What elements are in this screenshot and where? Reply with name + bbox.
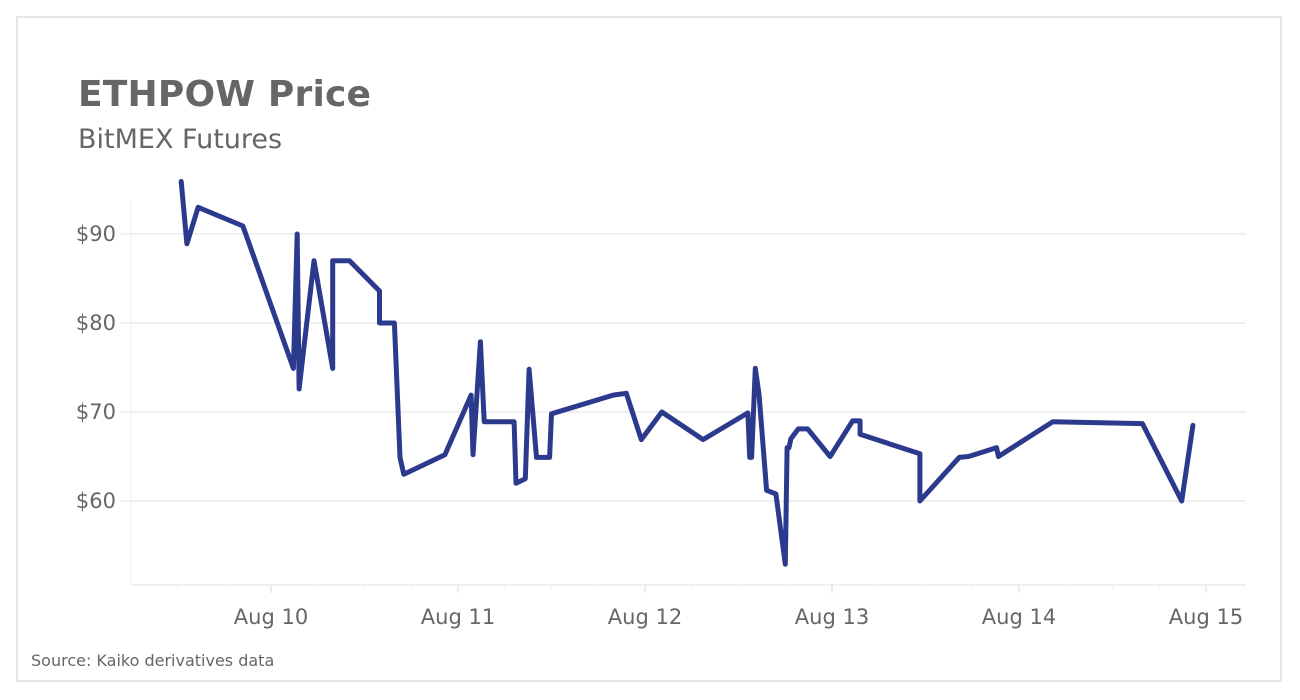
x-axis: Aug 10 Aug 11 Aug 12 Aug 13 Aug 14 Aug 15 [131, 584, 1246, 629]
price-series [178, 179, 1196, 567]
price-line [178, 179, 1196, 567]
x-tick-label: Aug 15 [1169, 605, 1243, 629]
gridlines [130, 200, 1246, 585]
x-tick-label: Aug 13 [795, 605, 869, 629]
y-axis: $60 $70 $80 $90 [76, 222, 131, 513]
x-tick-label: Aug 14 [982, 605, 1056, 629]
x-tick-label: Aug 11 [421, 605, 495, 629]
source-note: Source: Kaiko derivatives data [31, 651, 275, 670]
chart-card: ETHPOW Price BitMEX Futures [16, 16, 1282, 682]
x-tick-label: Aug 12 [608, 605, 682, 629]
y-tick-label: $70 [76, 400, 116, 424]
chart-subtitle: BitMEX Futures [78, 124, 283, 155]
x-tick-label: Aug 10 [234, 605, 308, 629]
y-tick-label: $80 [76, 311, 116, 335]
y-tick-label: $90 [76, 222, 116, 246]
y-tick-label: $60 [76, 489, 116, 513]
chart-title: ETHPOW Price [78, 74, 372, 115]
